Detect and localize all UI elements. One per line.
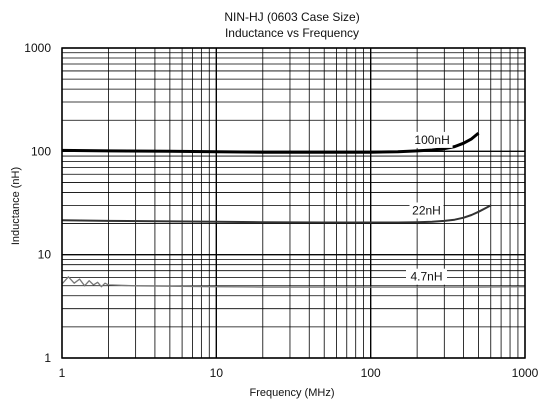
series-line-4.7nH: [61, 276, 526, 288]
y-tick-label: 100: [31, 144, 51, 158]
chart-subtitle: Inductance vs Frequency: [225, 26, 359, 40]
grid-lines: [61, 47, 526, 359]
series-label-bg: [405, 268, 447, 285]
series-line-100nH: [61, 131, 480, 154]
x-tick-label: 1: [59, 366, 66, 380]
chart-title: NIN-HJ (0603 Case Size): [224, 10, 359, 24]
series-line-22nH: [61, 204, 492, 224]
y-tick-label: 10: [38, 248, 52, 262]
data-series: [61, 131, 526, 288]
series-labels: 100nH 22nH 4.7nH: [405, 131, 453, 285]
series-label-4.7nH: 4.7nH: [410, 270, 442, 284]
x-tick-label: 100: [361, 366, 381, 380]
x-tick-label: 1000: [512, 366, 539, 380]
series-label-100nH: 100nH: [414, 133, 449, 147]
series-label-22nH: 22nH: [412, 203, 441, 217]
y-tick-label: 1000: [24, 41, 51, 55]
plot-frame: [61, 47, 526, 359]
tick-labels: 1 10 100 1000 1 10 100 1000: [24, 41, 538, 380]
series-label-bg: [409, 202, 444, 219]
x-tick-label: 10: [210, 366, 224, 380]
y-axis-label: Inductance (nH): [10, 167, 22, 245]
y-tick-label: 1: [44, 351, 51, 365]
x-axis-label: Frequency (MHz): [250, 387, 335, 399]
series-label-bg: [411, 131, 453, 148]
